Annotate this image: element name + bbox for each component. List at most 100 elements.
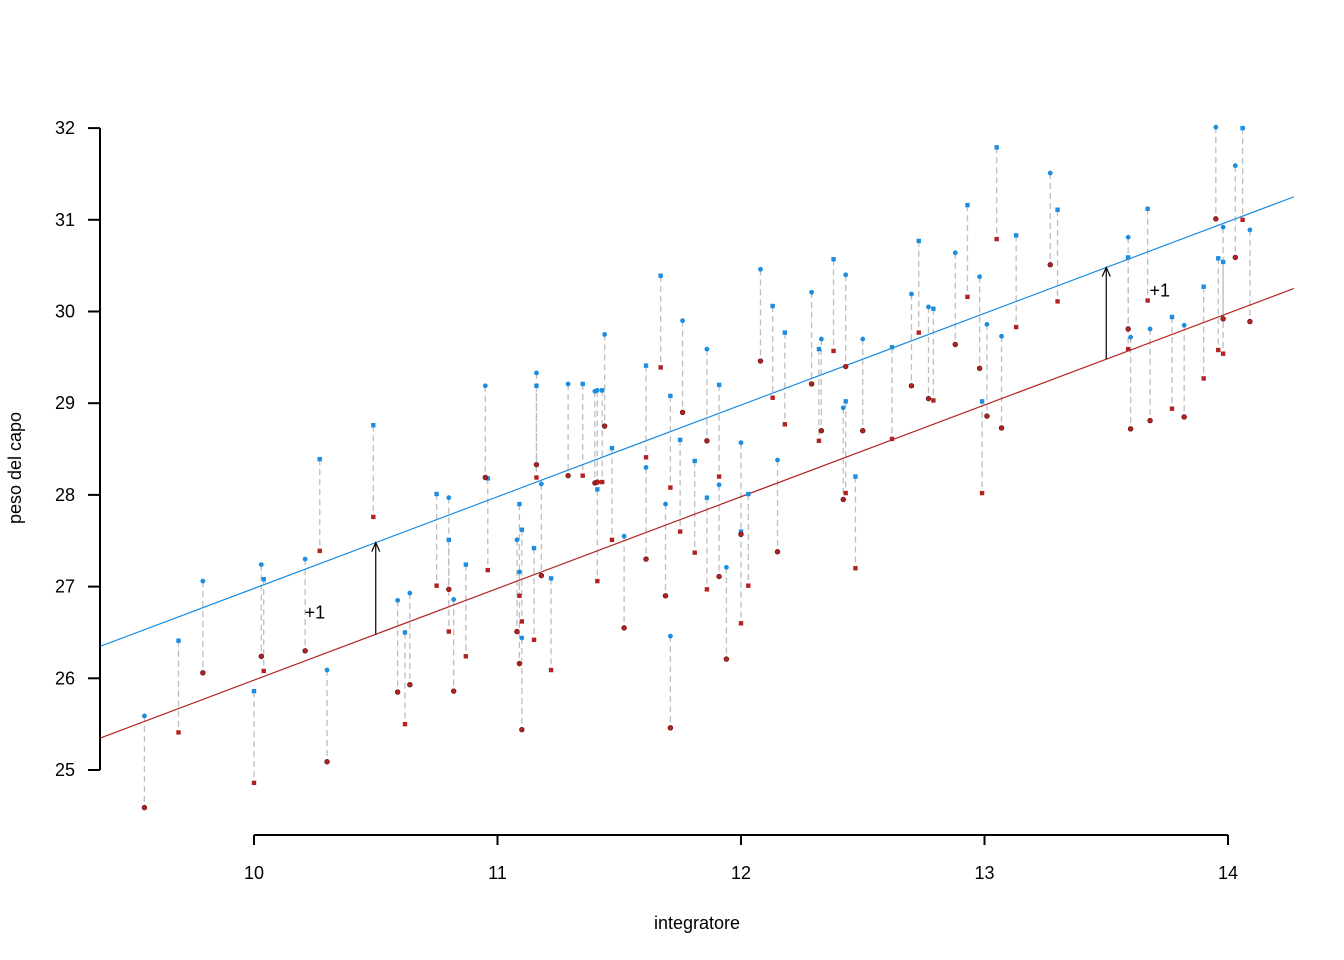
red-point: [816, 438, 822, 443]
blue-point: [770, 303, 775, 309]
red-point: [738, 621, 744, 626]
blue-point: [840, 405, 846, 411]
blue-point: [916, 238, 921, 244]
red-point: [1232, 254, 1239, 261]
blue-point: [704, 346, 710, 352]
red-point: [176, 730, 181, 735]
red-point: [601, 423, 608, 429]
blue-point: [667, 633, 673, 639]
blue-point: [738, 529, 744, 534]
blue-point: [658, 273, 663, 278]
blue-point: [746, 491, 751, 497]
blue-point: [1201, 284, 1206, 289]
blue-point: [1181, 322, 1187, 328]
blue-point: [324, 667, 330, 673]
red-point: [407, 682, 413, 688]
blue-point: [818, 336, 824, 342]
data-points: [141, 124, 1253, 811]
blue-point: [600, 388, 605, 393]
red-point: [782, 422, 788, 427]
red-point: [1213, 216, 1219, 222]
difference-segments: [143, 127, 1251, 808]
red-point: [594, 479, 601, 485]
red-point: [141, 804, 148, 811]
shift-annotation: +1: [1150, 280, 1171, 300]
red-point: [860, 428, 866, 434]
blue-point: [853, 474, 858, 479]
red-point: [889, 436, 895, 442]
blue-point: [548, 576, 554, 581]
red-point: [1247, 318, 1253, 325]
blue-point: [1047, 170, 1053, 176]
blue-point: [519, 635, 525, 641]
red-point: [1125, 346, 1131, 352]
y-tick-label: 31: [55, 210, 75, 230]
blue-point: [482, 383, 488, 389]
blue-point: [1169, 314, 1175, 320]
blue-point: [446, 537, 451, 543]
blue-point: [534, 370, 539, 376]
y-tick-label: 27: [55, 577, 75, 597]
blue-point: [1125, 255, 1131, 260]
red-point: [517, 593, 522, 598]
red-point: [774, 549, 781, 555]
red-point: [716, 474, 722, 479]
red-point: [580, 473, 585, 478]
red-point: [1201, 376, 1206, 381]
blue-point: [395, 597, 401, 603]
red-point: [548, 667, 554, 673]
red-point: [609, 537, 615, 543]
blue-point: [446, 495, 452, 501]
red-point: [446, 629, 451, 634]
red-point: [434, 583, 439, 588]
red-point: [738, 531, 744, 538]
blue-point: [663, 501, 668, 507]
red-point: [984, 413, 990, 419]
blue-point: [775, 457, 780, 463]
blue-point: [843, 399, 848, 404]
blue-point: [565, 381, 571, 387]
red-point: [519, 726, 525, 733]
blue-point: [1220, 259, 1226, 265]
blue-point: [519, 527, 525, 532]
red-point: [692, 550, 697, 555]
red-point: [746, 583, 751, 588]
red-point: [643, 556, 649, 562]
red-point: [757, 358, 764, 364]
blue-point: [704, 495, 710, 500]
blue-point: [723, 564, 729, 570]
red-point: [516, 660, 523, 667]
red-point: [916, 330, 921, 335]
blue-point: [251, 688, 257, 694]
blue-point: [176, 638, 181, 643]
red-point: [1125, 326, 1131, 332]
blue-point: [1013, 233, 1019, 238]
blue-point: [531, 545, 537, 551]
red-point: [534, 475, 539, 480]
blue-point: [965, 202, 970, 208]
red-point: [994, 236, 999, 242]
blue-point: [407, 590, 413, 596]
red-point: [908, 383, 915, 389]
red-point: [446, 586, 452, 593]
blue-point: [677, 437, 683, 443]
red-point: [643, 455, 649, 460]
red-point: [931, 398, 936, 403]
blue-point: [1125, 234, 1131, 240]
blue-point: [1213, 124, 1219, 130]
y-tick-label: 32: [55, 118, 75, 138]
blue-point: [860, 336, 866, 342]
x-tick-label: 11: [488, 863, 507, 883]
blue-point: [302, 556, 308, 562]
arrow-head-icon: [1101, 266, 1111, 277]
blue-point: [889, 345, 895, 350]
red-point: [531, 637, 537, 642]
red-point: [677, 529, 683, 534]
blue-point: [977, 274, 983, 280]
red-point: [668, 485, 673, 490]
blue-point: [621, 533, 627, 539]
red-point: [621, 625, 627, 631]
blue-point: [680, 318, 685, 324]
red-point: [662, 593, 669, 599]
